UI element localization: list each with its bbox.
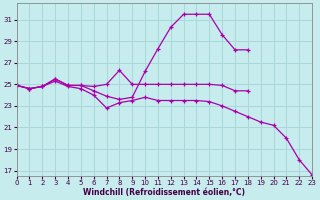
X-axis label: Windchill (Refroidissement éolien,°C): Windchill (Refroidissement éolien,°C) [84,188,245,197]
